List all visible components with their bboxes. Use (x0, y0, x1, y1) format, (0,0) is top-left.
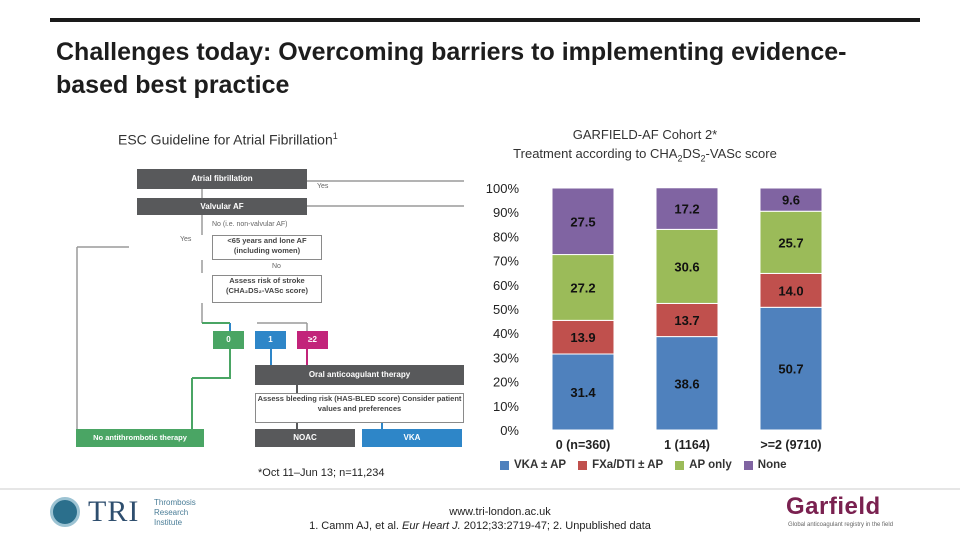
bar-segment (655, 336, 719, 431)
right-subtitle-sub1: 2 (677, 153, 683, 164)
citation: 1. Camm AJ, et al. Eur Heart J. 2012;33:… (250, 520, 710, 532)
legend-label: None (757, 459, 787, 471)
tri-logo-circle-icon (50, 497, 80, 527)
y-tick-label: 50% (493, 302, 519, 317)
data-label: 27.2 (570, 280, 595, 295)
legend-swatch (743, 460, 753, 470)
right-subtitle-sub2: 2 (700, 153, 706, 164)
y-tick-label: 70% (493, 254, 519, 269)
legend-label: FXa/DTI ± AP (592, 459, 664, 471)
garfield-logo: Garfield Global anticoagulant registry i… (786, 493, 916, 535)
data-label: 17.2 (674, 202, 699, 217)
score-0-chip: 0 (213, 331, 244, 349)
y-tick-label: 100% (486, 181, 520, 196)
data-label: 14.0 (778, 283, 803, 298)
tri-logo: TRI Thrombosis Research Institute (50, 495, 210, 533)
y-tick-label: 90% (493, 205, 519, 220)
right-subtitle-line1: GARFIELD-AF Cohort 2* (572, 127, 718, 142)
assess-stroke-box: Assess risk of stroke (CHA₂DS₂-VASc scor… (212, 275, 322, 303)
bar-segment (551, 187, 615, 256)
data-label: 13.9 (570, 330, 595, 345)
bar-segment (551, 254, 615, 321)
oac-box: Oral anticoagulant therapy (255, 365, 464, 385)
y-tick-label: 20% (493, 375, 519, 390)
x-category-label: 1 (1164) (664, 438, 710, 452)
legend-swatch (578, 460, 588, 470)
bottom-rule (0, 488, 960, 490)
footnote: *Oct 11–Jun 13; n=11,234 (258, 467, 385, 479)
citation-journal: Eur Heart J. (402, 520, 461, 532)
garfield-stacked-bar-chart: 0% 10% 20% 30% 40% 50% 60% 70% 80% 90% 100% 31.4 13.… (486, 181, 823, 452)
right-subtitle-part-c: -VASc score (705, 146, 777, 161)
bar-segment (655, 302, 719, 338)
tri-logo-line2: Research (154, 508, 189, 517)
legend-label: AP only (689, 459, 732, 471)
no-label-1: No (i.e. non-valvular AF) (212, 221, 288, 228)
valvular-af-box: Valvular AF (137, 198, 307, 215)
y-tick-label: 60% (493, 278, 519, 293)
legend-swatch (500, 460, 509, 470)
url[interactable]: www.tri-london.ac.uk (449, 506, 551, 518)
y-tick-label: 10% (493, 399, 519, 414)
af-box: Atrial fibrillation (137, 169, 307, 189)
legend-item: None (743, 459, 787, 471)
chart-legend: VKA ± AP FXa/DTI ± AP AP only None (500, 459, 787, 471)
bar-segment (759, 306, 823, 431)
yes-label-2: Yes (180, 236, 192, 243)
tri-logo-line1: Thrombosis (154, 498, 196, 507)
data-label: 30.6 (674, 259, 699, 274)
slide-title: Challenges today: Overcoming barriers to… (56, 38, 847, 99)
legend-item: AP only (675, 459, 732, 471)
tri-logo-subtext: Thrombosis Research Institute (154, 498, 196, 528)
citation-part-a: 1. Camm AJ, et al. (309, 520, 402, 532)
bar-segment (759, 187, 823, 212)
score-1-chip: 1 (255, 331, 286, 349)
noac-box: NOAC (255, 429, 355, 447)
legend-item: FXa/DTI ± AP (578, 459, 663, 471)
right-subtitle-part-b: DS (682, 146, 701, 161)
y-tick-label: 0% (500, 423, 519, 438)
bar-segment (655, 187, 719, 230)
yes-label-1: Yes (317, 183, 329, 190)
right-subtitle-line2: Treatment according to CHA2DS2-VASc scor… (490, 144, 800, 169)
data-label: 13.7 (674, 313, 699, 328)
y-tick-label: 40% (493, 326, 519, 341)
legend-item: VKA ± AP (500, 459, 566, 471)
left-subtitle: ESC Guideline for Atrial Fibrillation1 (118, 131, 338, 148)
garfield-logo-tagline: Global anticoagulant registry in the fie… (788, 522, 894, 528)
bleeding-risk-box: Assess bleeding risk (HAS-BLED score) Co… (255, 393, 464, 423)
citation-part-b: 2012;33:2719-47; 2. Unpublished data (460, 520, 651, 532)
tri-logo-text: TRI (88, 495, 140, 528)
bar-segment (759, 272, 823, 308)
flowchart-connectors (76, 180, 464, 431)
right-subtitle: GARFIELD-AF Cohort 2* Treatment accordin… (490, 125, 800, 169)
garfield-logo-text: Garfield (786, 493, 881, 520)
age-lone-af-box: <65 years and lone AF (including women) (212, 235, 322, 260)
no-antithrombotic-box: No antithrombotic therapy (76, 429, 204, 447)
data-label: 38.6 (674, 376, 699, 391)
right-subtitle-part-a: Treatment according to CHA (513, 146, 678, 161)
no-label-2: No (272, 263, 281, 270)
tri-logo-line3: Institute (154, 518, 183, 527)
esc-flowchart: Atrial fibrillation Yes Valvular AF No (… (72, 163, 464, 453)
score-2plus-chip: ≥2 (297, 331, 328, 349)
top-rule (50, 18, 920, 22)
legend-swatch (675, 460, 685, 470)
left-subtitle-text: ESC Guideline for Atrial Fibrillation (118, 131, 333, 148)
x-category-label: 0 (n=360) (556, 438, 611, 452)
legend-label: VKA ± AP (514, 459, 567, 471)
bar-segment (759, 210, 823, 274)
data-label: 9.6 (782, 193, 800, 208)
y-tick-label: 30% (493, 350, 519, 365)
data-label: 50.7 (778, 362, 803, 377)
data-label: 25.7 (778, 235, 803, 250)
data-label: 27.5 (570, 214, 595, 229)
vka-box: VKA (362, 429, 462, 447)
left-subtitle-ref: 1 (332, 131, 338, 141)
y-tick-label: 80% (493, 229, 519, 244)
x-category-label: >=2 (9710) (760, 438, 821, 452)
data-label: 31.4 (570, 385, 596, 400)
